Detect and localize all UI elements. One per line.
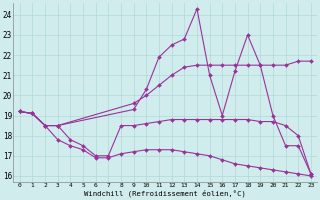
X-axis label: Windchill (Refroidissement éolien,°C): Windchill (Refroidissement éolien,°C) bbox=[84, 190, 246, 197]
